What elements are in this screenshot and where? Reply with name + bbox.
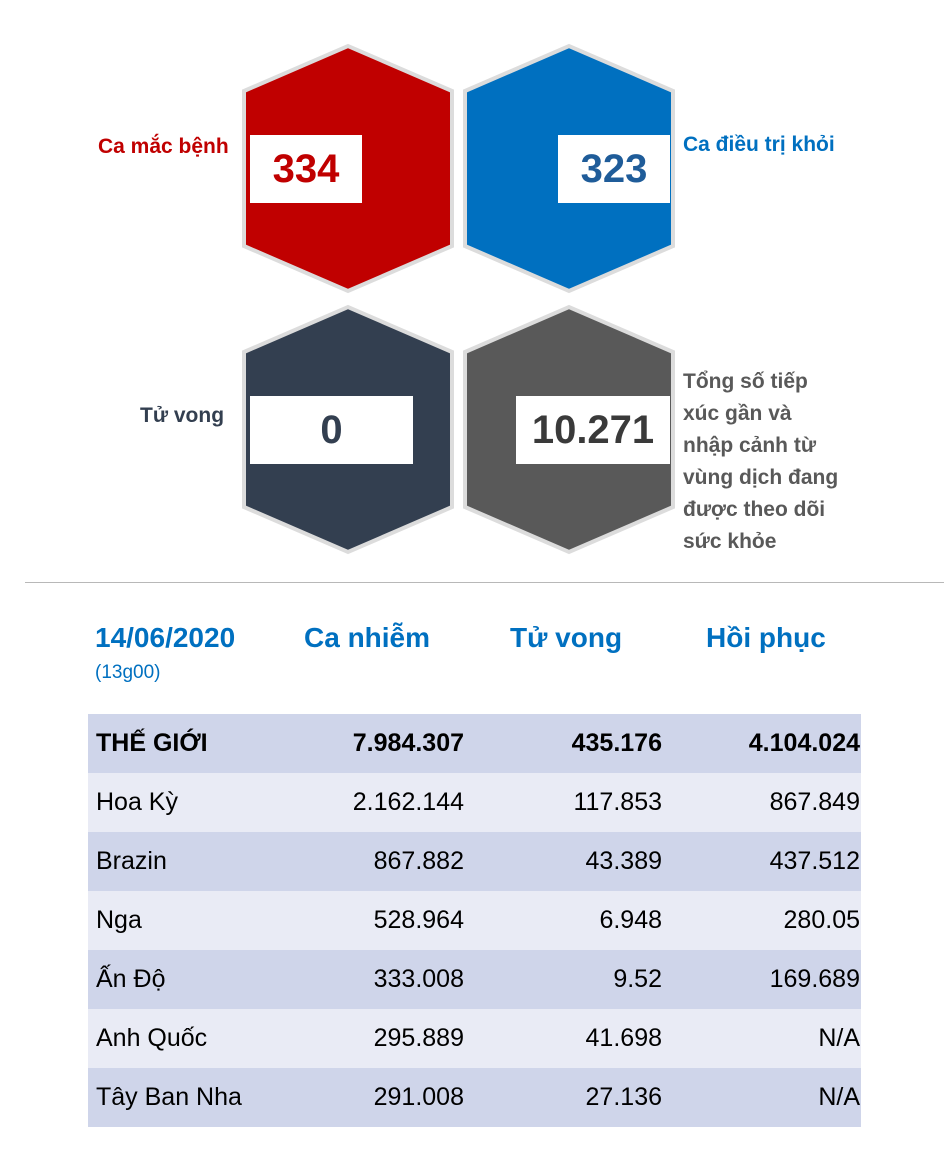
cases-cell: 528.964 (373, 906, 464, 934)
deaths-value: 0 (250, 396, 413, 464)
recovered-cell: 4.104.024 (748, 729, 860, 757)
section-divider (25, 582, 944, 583)
header-recovered: Hồi phục (706, 622, 826, 653)
cases-cell: 291.008 (373, 1083, 464, 1111)
stats-table: THẾ GIỚI 7.984.307 435.176 4.104.024 Hoa… (88, 714, 861, 1127)
recovered-cell: N/A (818, 1024, 860, 1052)
deaths-cell: 6.948 (599, 906, 662, 934)
cases-value: 334 (250, 135, 362, 203)
header-deaths: Tử vong (510, 622, 623, 653)
recovered-cell: 437.512 (769, 847, 860, 875)
table-row: Hoa Kỳ 2.162.144 117.853 867.849 (88, 773, 861, 832)
country-name: THẾ GIỚI (96, 729, 208, 757)
monitored-label-line: vùng dịch đang (683, 466, 839, 489)
country-name: Brazin (96, 847, 167, 875)
recovered-cell: 867.849 (769, 788, 860, 816)
recovered-cell: N/A (818, 1083, 860, 1111)
country-name: Hoa Kỳ (96, 788, 178, 816)
recovered-value: 323 (558, 135, 670, 203)
deaths-cell: 9.52 (613, 965, 662, 993)
table-row: Brazin 867.882 43.389 437.512 (88, 832, 861, 891)
monitored-label-line: nhập cảnh từ (683, 434, 817, 457)
cases-cell: 7.984.307 (352, 729, 464, 757)
deaths-cell: 27.136 (585, 1083, 662, 1111)
deaths-cell: 435.176 (571, 729, 662, 757)
table-row: Tây Ban Nha 291.008 27.136 N/A (88, 1068, 861, 1127)
table-row: Nga 528.964 6.948 280.05 (88, 891, 861, 950)
cases-cell: 867.882 (373, 847, 464, 875)
monitored-label-line: được theo dõi (683, 498, 826, 521)
table-row: Ấn Độ 333.008 9.52 169.689 (88, 950, 861, 1009)
table-date: 14/06/2020 (95, 622, 236, 653)
monitored-label-line: sức khỏe (683, 530, 777, 553)
monitored-value: 10.271 (516, 396, 670, 464)
deaths-cell: 117.853 (573, 788, 662, 816)
monitored-label-line: xúc gần và (683, 402, 792, 425)
cases-cell: 2.162.144 (352, 788, 464, 816)
deaths-cell: 41.698 (585, 1024, 662, 1052)
cases-cell: 333.008 (373, 965, 464, 993)
cases-cell: 295.889 (373, 1024, 464, 1052)
deaths-label: Tử vong (140, 404, 225, 427)
country-name: Ấn Độ (96, 965, 166, 993)
table-row: THẾ GIỚI 7.984.307 435.176 4.104.024 (88, 714, 861, 773)
recovered-cell: 280.05 (783, 906, 860, 934)
monitored-label-line: Tổng số tiếp (683, 370, 808, 393)
table-time: (13g00) (95, 662, 161, 683)
monitored-label: Tổng số tiếp xúc gần và nhập cảnh từ vùn… (683, 366, 838, 558)
recovered-cell: 169.689 (769, 965, 860, 993)
cases-label: Ca mắc bệnh (98, 135, 229, 158)
table-row: Anh Quốc 295.889 41.698 N/A (88, 1009, 861, 1068)
recovered-label: Ca điều trị khỏi (683, 133, 835, 156)
header-cases: Ca nhiễm (304, 622, 431, 653)
country-name: Tây Ban Nha (96, 1083, 242, 1111)
deaths-cell: 43.389 (585, 847, 662, 875)
country-name: Nga (96, 906, 142, 934)
country-name: Anh Quốc (96, 1024, 208, 1052)
